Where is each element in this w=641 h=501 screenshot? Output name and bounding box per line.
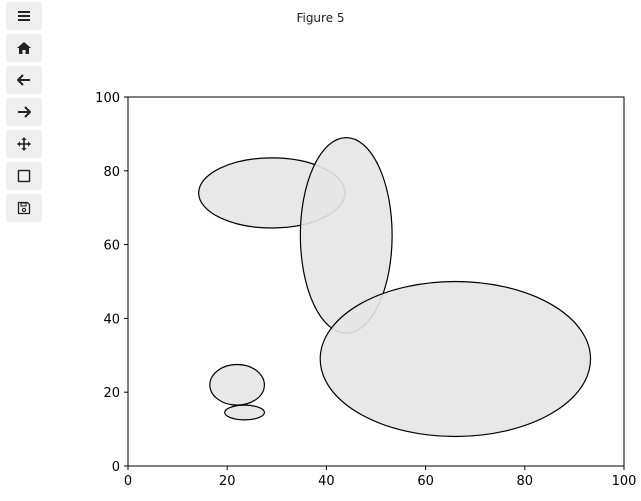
toolbar [6,2,42,226]
y-tick-label: 0 [112,460,120,475]
zoom-button[interactable] [6,162,42,190]
x-tick-label: 100 [612,474,637,489]
x-axis: 0 20 40 60 80 100 [124,466,637,489]
y-tick-label: 60 [103,239,120,254]
home-icon [17,42,31,54]
back-button[interactable] [6,66,42,94]
menu-icon [18,11,30,21]
x-tick-label: 40 [318,474,335,489]
back-arrow-icon [17,74,30,86]
y-tick-label: 20 [103,386,120,401]
home-button[interactable] [6,34,42,62]
x-tick-label: 0 [124,474,132,489]
axes-frame [127,96,625,467]
x-tick-label: 20 [219,474,236,489]
ellipse-4 [209,363,265,406]
menu-button[interactable] [6,2,42,30]
ellipse-5 [224,404,266,421]
ellipse-layer [198,136,592,438]
pan-button[interactable] [6,130,42,158]
x-tick-label: 80 [517,474,534,489]
y-tick-label: 100 [95,91,120,106]
y-tick-label: 40 [103,312,120,327]
x-tick-label: 60 [417,474,434,489]
forward-button[interactable] [6,98,42,126]
y-axis: 0 20 40 60 80 100 [95,91,128,475]
figure-title: Figure 5 [296,11,345,25]
y-tick-label: 80 [103,165,120,180]
ellipse-3 [319,280,592,438]
move-icon [17,137,31,151]
forward-arrow-icon [18,106,31,118]
zoom-rect-icon [17,169,31,183]
save-icon [17,201,31,215]
save-button[interactable] [6,194,42,222]
